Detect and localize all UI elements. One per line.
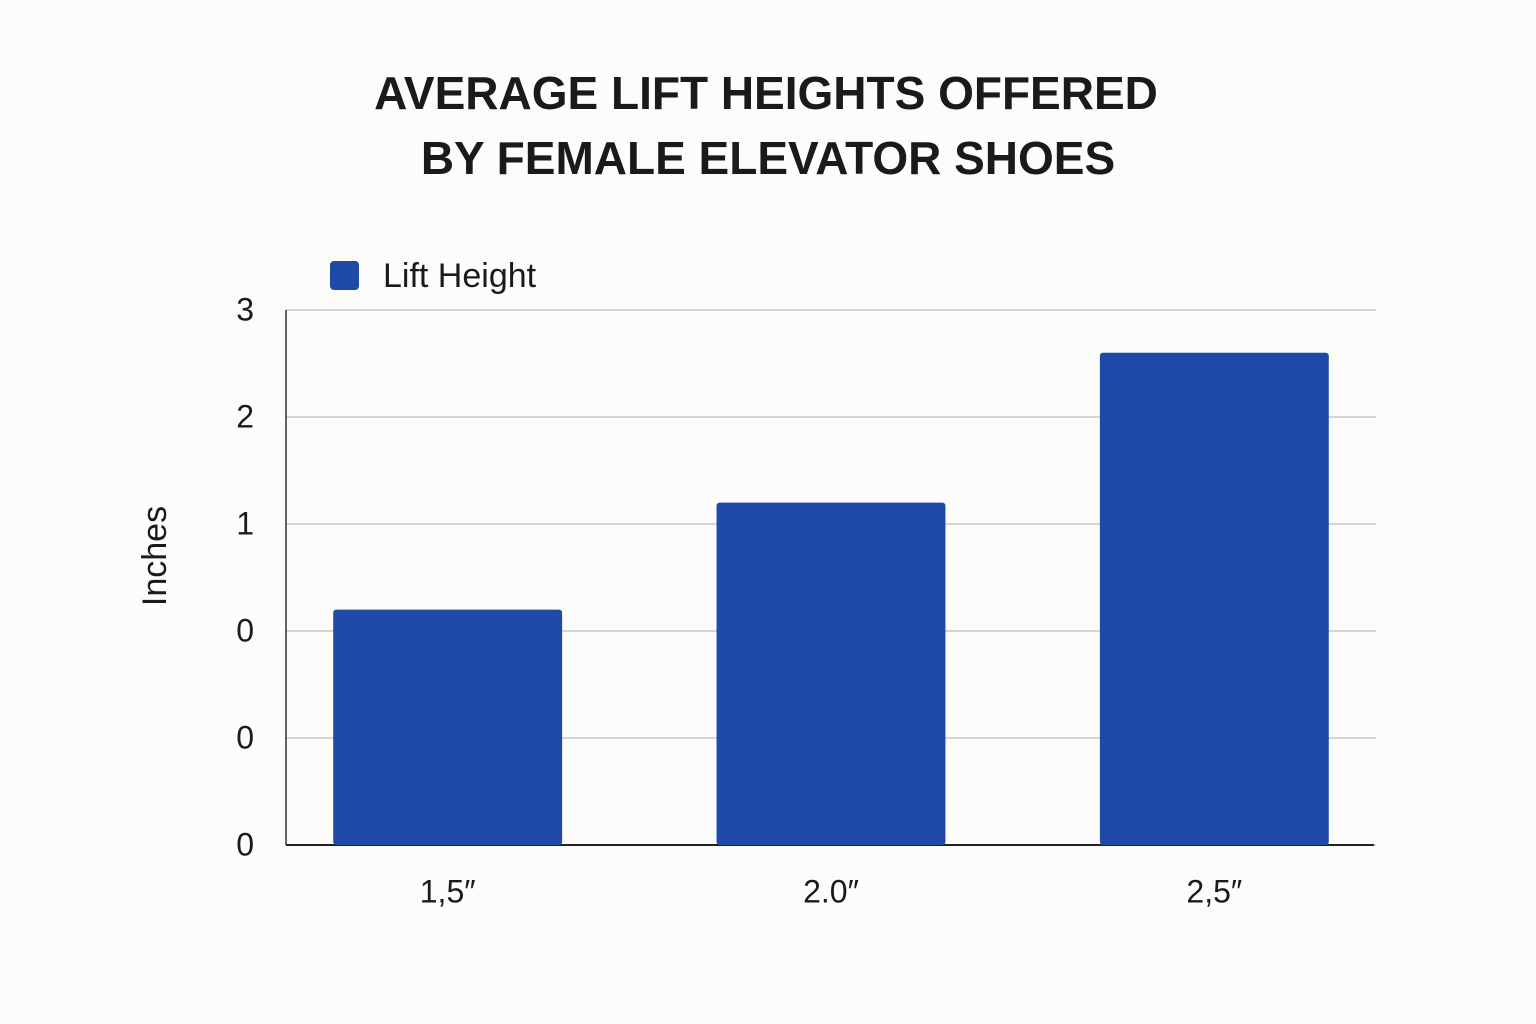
- x-tick-label: 1,5″: [420, 873, 476, 909]
- y-tick-label: 0: [236, 719, 254, 755]
- x-tick-label: 2,5″: [1186, 873, 1242, 909]
- chart-title: AVERAGE LIFT HEIGHTS OFFERED: [374, 67, 1158, 119]
- y-axis-title: Inches: [136, 506, 174, 606]
- legend-swatch: [330, 261, 359, 290]
- legend-label: Lift Height: [383, 257, 537, 295]
- y-tick-label: 1: [236, 505, 254, 541]
- y-tick-label: 0: [236, 826, 254, 862]
- bar: [716, 502, 946, 845]
- bar: [1099, 352, 1329, 845]
- y-tick-label: 0: [236, 612, 254, 648]
- x-tick-label: 2.0″: [803, 873, 859, 909]
- bar: [333, 609, 563, 845]
- y-tick-label: 3: [236, 291, 254, 327]
- y-tick-label: 2: [236, 398, 254, 434]
- chart-title: BY FEMALE ELEVATOR SHOES: [421, 132, 1115, 184]
